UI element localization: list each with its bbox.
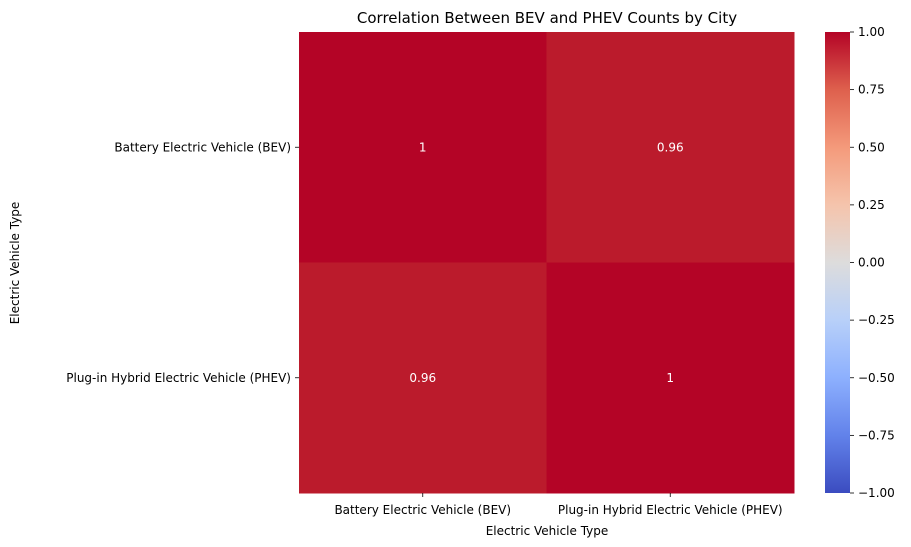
- colorbar-tick-label: −0.50: [858, 371, 895, 385]
- colorbar-ticks: 1.00 0.75 0.50 0.25 0.00 −0.25 −0.50 −0.75 −1.00: [850, 25, 895, 500]
- colorbar-tick-label: 1.00: [858, 25, 885, 39]
- y-tick-label: Plug-in Hybrid Electric Vehicle (PHEV): [66, 371, 291, 385]
- x-tick-label: Battery Electric Vehicle (BEV): [334, 503, 511, 517]
- cell-value-label: 0.96: [657, 140, 684, 154]
- heatmap-cell: [299, 262, 547, 494]
- chart-title: Correlation Between BEV and PHEV Counts …: [357, 9, 737, 27]
- x-tick-label: Plug-in Hybrid Electric Vehicle (PHEV): [558, 503, 783, 517]
- cell-value-label: 1: [666, 371, 674, 385]
- colorbar-tick-label: −0.25: [858, 313, 895, 327]
- y-axis-label: Electric Vehicle Type: [8, 202, 22, 325]
- heatmap-cell: [546, 32, 795, 263]
- colorbar-tick-label: 0.75: [858, 83, 885, 97]
- y-axis-ticks: Battery Electric Vehicle (BEV) Plug-in Hy…: [66, 140, 299, 385]
- heatmap-cell: [546, 262, 795, 494]
- colorbar-tick-label: −0.75: [858, 428, 895, 442]
- x-axis-ticks: Battery Electric Vehicle (BEV) Plug-in Hy…: [334, 493, 783, 517]
- heatmap-cells: 1 0.96 0.96 1: [299, 32, 795, 494]
- colorbar: [825, 32, 850, 493]
- x-axis-label: Electric Vehicle Type: [486, 524, 609, 538]
- colorbar-tick-label: 0.50: [858, 140, 885, 154]
- cell-value-label: 0.96: [409, 371, 436, 385]
- heatmap-cell: [299, 32, 547, 263]
- colorbar-tick-label: 0.00: [858, 256, 885, 270]
- colorbar-tick-label: −1.00: [858, 486, 895, 500]
- y-tick-label: Battery Electric Vehicle (BEV): [114, 140, 291, 154]
- colorbar-tick-label: 0.25: [858, 198, 885, 212]
- cell-value-label: 1: [419, 140, 427, 154]
